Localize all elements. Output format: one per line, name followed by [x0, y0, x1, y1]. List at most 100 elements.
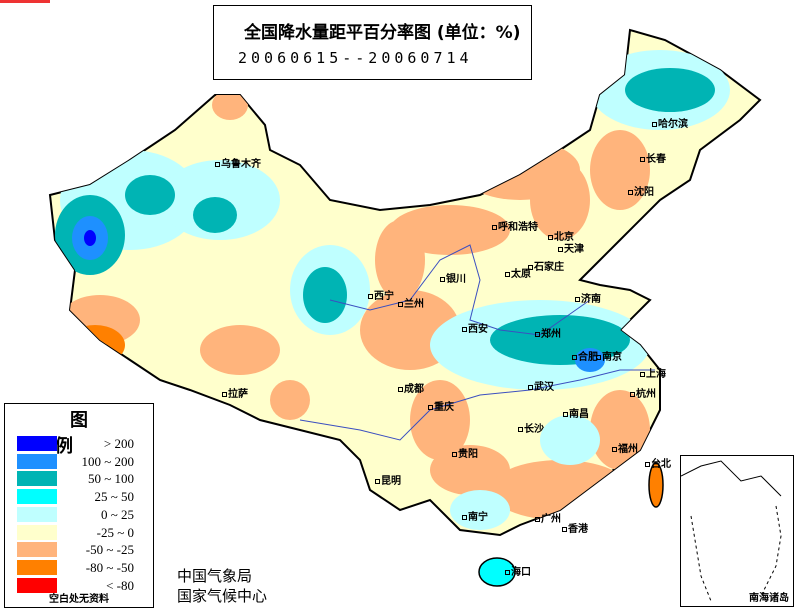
south-china-sea-inset: 南海诸岛 [680, 455, 794, 607]
city-label: 沈阳 [628, 183, 654, 198]
anomaly-region [575, 348, 605, 372]
city-marker-icon [492, 224, 497, 230]
city-name: 郑州 [541, 329, 561, 340]
city-label: 南昌 [563, 405, 589, 420]
hainan-island [478, 557, 516, 587]
city-label: 福州 [612, 440, 638, 455]
city-name: 银川 [446, 274, 466, 285]
city-marker-icon [215, 161, 220, 167]
city-label: 西安 [462, 320, 488, 335]
legend-swatch [17, 453, 57, 469]
anomaly-region [590, 390, 650, 470]
city-label: 合肥 [572, 348, 598, 363]
anomaly-region [193, 197, 237, 233]
yangtze-river [299, 369, 655, 441]
legend-swatch [17, 471, 57, 487]
city-label: 南京 [596, 348, 622, 363]
legend-item: 25 ~ 50 [13, 489, 148, 506]
city-marker-icon [222, 391, 227, 397]
city-name: 哈尔滨 [658, 119, 688, 130]
anomaly-region [530, 160, 590, 240]
city-label: 哈尔滨 [652, 115, 688, 130]
city-label: 石家庄 [528, 258, 564, 273]
city-name: 台北 [651, 459, 671, 470]
map-title: 全国降水量距平百分率图 (单位：%) [244, 23, 521, 43]
city-label: 贵阳 [452, 445, 478, 460]
city-name: 香港 [568, 524, 588, 535]
city-name: 沈阳 [634, 187, 654, 198]
city-name: 乌鲁木齐 [221, 159, 261, 170]
city-name: 拉萨 [228, 389, 248, 400]
city-name: 杭州 [636, 389, 656, 400]
agency-cma: 中国气象局 [177, 567, 253, 585]
legend-swatch [17, 436, 57, 451]
city-label: 呼和浩特 [492, 218, 538, 233]
city-marker-icon [528, 264, 533, 270]
anomaly-region [430, 445, 510, 495]
anomaly-region [270, 380, 310, 420]
city-name: 西安 [468, 324, 488, 335]
city-name: 重庆 [434, 402, 454, 413]
anomaly-region [375, 220, 425, 300]
city-marker-icon [640, 156, 645, 162]
date-range: 20060615--20060714 [238, 49, 473, 67]
anomaly-region [83, 342, 107, 358]
yellow-river [329, 244, 591, 336]
city-marker-icon [440, 276, 445, 282]
city-marker-icon [612, 446, 617, 452]
city-label: 银川 [440, 270, 466, 285]
city-name: 长沙 [524, 424, 544, 435]
city-name: 济南 [581, 294, 601, 305]
anomaly-region [410, 380, 470, 460]
legend-item: > 200 [13, 436, 148, 453]
city-name: 昆明 [381, 476, 401, 487]
inset-label: 南海诸岛 [749, 593, 789, 604]
corner-mark [0, 0, 50, 3]
legend-label: < -80 [106, 577, 134, 593]
city-name: 南京 [602, 352, 622, 363]
city-label: 长春 [640, 150, 666, 165]
legend-label: 25 ~ 50 [94, 489, 134, 505]
anomaly-region [212, 90, 248, 120]
city-marker-icon [628, 189, 633, 195]
title-box: 全国降水量距平百分率图 (单位：%) 20060615--20060714 [213, 5, 532, 80]
city-marker-icon [645, 461, 650, 467]
city-label: 昆明 [375, 472, 401, 487]
city-name: 太原 [511, 269, 531, 280]
city-marker-icon [630, 391, 635, 397]
city-marker-icon [535, 516, 540, 522]
city-name: 西宁 [374, 291, 394, 302]
city-name: 天津 [564, 244, 584, 255]
city-marker-icon [452, 451, 457, 457]
anomaly-region [540, 415, 600, 465]
city-marker-icon [563, 411, 568, 417]
legend-swatch [17, 577, 57, 593]
city-label: 海口 [505, 563, 531, 578]
city-label: 长沙 [518, 420, 544, 435]
city-marker-icon [505, 271, 510, 277]
city-marker-icon [462, 326, 467, 332]
city-name: 兰州 [404, 299, 424, 310]
city-marker-icon [640, 371, 645, 377]
inset-map [680, 460, 782, 602]
legend-swatch [17, 489, 57, 505]
legend-swatch [17, 506, 57, 522]
legend-label: 0 ~ 25 [100, 506, 134, 522]
city-label: 乌鲁木齐 [215, 155, 261, 170]
city-marker-icon [562, 526, 567, 532]
city-label: 天津 [558, 240, 584, 255]
city-label: 西宁 [368, 287, 394, 302]
city-marker-icon [558, 246, 563, 252]
city-marker-icon [505, 569, 510, 575]
anomaly-region [200, 325, 280, 375]
legend-label: -50 ~ -25 [85, 542, 134, 558]
city-name: 南昌 [569, 409, 589, 420]
legend-label: > 200 [103, 436, 134, 451]
city-label: 北京 [548, 228, 574, 243]
city-label: 郑州 [535, 325, 561, 340]
legend-note: 空白处无资料 [49, 594, 109, 605]
agency-ncc: 国家气候中心 [177, 587, 268, 605]
city-label: 杭州 [630, 385, 656, 400]
city-name: 北京 [554, 232, 574, 243]
